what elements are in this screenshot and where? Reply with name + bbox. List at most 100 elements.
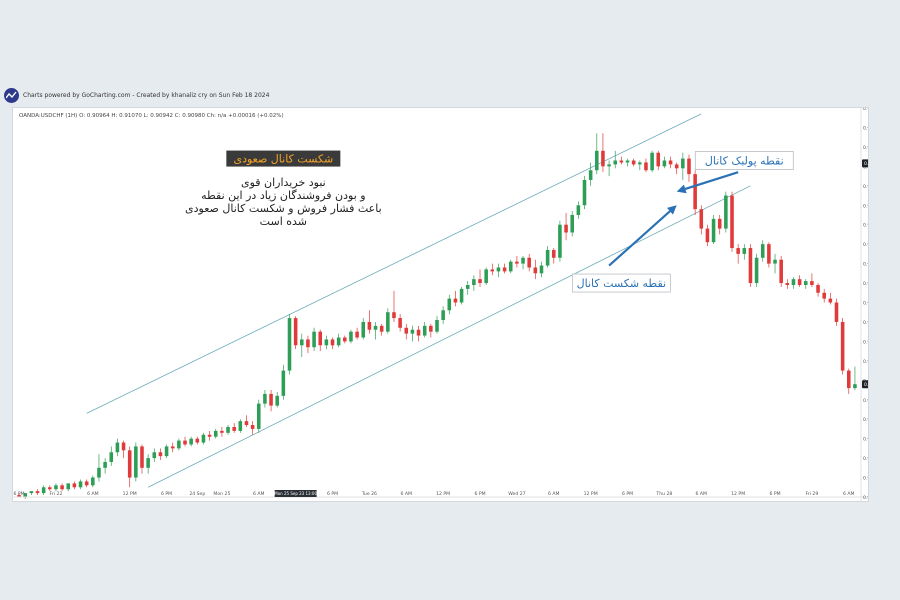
- candle-body: [343, 337, 347, 342]
- candle-body: [189, 438, 193, 445]
- candle-body: [803, 281, 808, 285]
- candle-body: [711, 218, 716, 243]
- candles-layer: [17, 133, 857, 499]
- candle: [207, 430, 212, 441]
- candle-body: [287, 318, 292, 371]
- candle-body: [207, 434, 212, 437]
- candle: [281, 364, 286, 400]
- candle: [244, 415, 249, 427]
- candle-body: [822, 292, 826, 299]
- candle: [650, 150, 654, 173]
- candle: [478, 269, 482, 287]
- y-tick-label: 0.90800: [863, 417, 868, 423]
- candle-body: [472, 279, 476, 285]
- candle: [803, 279, 808, 289]
- candle: [441, 306, 445, 324]
- candle: [275, 391, 279, 408]
- gocharting-logo-icon: [4, 87, 19, 103]
- candle: [779, 255, 783, 287]
- y-tick-label: 0.90500: [863, 476, 868, 482]
- candle-body: [484, 269, 488, 284]
- candle: [797, 275, 802, 287]
- candle-body: [238, 421, 243, 431]
- candle-body: [17, 495, 21, 497]
- candle: [472, 275, 476, 291]
- candle: [840, 318, 845, 375]
- candle: [213, 428, 218, 439]
- candle-body: [404, 327, 409, 334]
- candle: [355, 327, 359, 340]
- x-tick-label: 6 PM: [622, 491, 633, 497]
- candle-body: [736, 248, 740, 254]
- candle-body: [638, 162, 642, 165]
- candle: [373, 321, 378, 340]
- candle: [570, 211, 574, 237]
- candle-body: [760, 244, 765, 258]
- candle: [392, 290, 396, 322]
- candle: [834, 298, 839, 326]
- y-tick-label: 0.91900: [863, 203, 868, 209]
- candle-body: [127, 450, 132, 478]
- candle: [681, 152, 685, 180]
- pullback-arrow-head: [676, 184, 687, 194]
- candle: [170, 442, 175, 453]
- candle: [791, 277, 796, 289]
- candle: [558, 220, 562, 262]
- candle: [453, 290, 458, 307]
- chart-panel[interactable]: OANDA:USDCHF (1H) O: 0.90964 H: 0.91070 …: [12, 107, 869, 502]
- candle-body: [72, 483, 77, 488]
- candle-body: [300, 339, 304, 346]
- breakout-arrow-shaft: [608, 210, 671, 267]
- candle: [773, 253, 777, 274]
- candle: [422, 321, 427, 338]
- candle: [226, 425, 230, 435]
- candle: [687, 154, 691, 182]
- candlestick-chart[interactable]: OANDA:USDCHF (1H) O: 0.90964 H: 0.91070 …: [13, 108, 868, 501]
- y-tick-label: 0.91800: [863, 223, 868, 229]
- candle-body: [453, 298, 458, 303]
- y-tick-label: 0.90600: [863, 456, 868, 462]
- candle-body: [275, 395, 279, 406]
- x-tick-label: 6 PM: [474, 491, 485, 497]
- candle-body: [250, 425, 255, 429]
- candle: [459, 286, 464, 305]
- candle-body: [410, 329, 415, 334]
- y-tick-label: 0.91500: [863, 281, 868, 287]
- candle-body: [103, 461, 107, 468]
- candle-body: [78, 481, 83, 488]
- candle: [330, 337, 335, 350]
- candle: [588, 162, 593, 186]
- candle: [644, 158, 648, 173]
- candle: [312, 327, 316, 352]
- candle: [484, 267, 488, 285]
- candle: [23, 493, 28, 499]
- y-tick-label: 0.92000: [863, 184, 868, 190]
- candle-body: [853, 384, 857, 389]
- x-tick-label: 12 PM: [436, 491, 450, 497]
- candle: [293, 316, 298, 350]
- candle-body: [724, 195, 728, 229]
- candle-body: [508, 261, 513, 272]
- x-tick-label: 6 AM: [843, 491, 855, 497]
- candle-body: [595, 150, 599, 171]
- candle-body: [668, 160, 673, 165]
- candle: [595, 133, 599, 175]
- candle: [220, 426, 224, 437]
- channel-lines: [86, 113, 751, 488]
- candle-body: [791, 279, 796, 285]
- candle-body: [422, 325, 427, 336]
- candle-body: [582, 179, 587, 206]
- candle: [638, 160, 642, 171]
- candle: [60, 483, 64, 492]
- candle-body: [134, 446, 138, 478]
- candle: [785, 279, 790, 289]
- y-tick-label: 0.91200: [863, 339, 868, 345]
- candle-body: [355, 331, 359, 338]
- breakout-arrow-head: [666, 205, 677, 215]
- candle: [539, 261, 544, 278]
- candle-body: [23, 493, 28, 497]
- candle: [810, 273, 814, 287]
- candle-body: [256, 403, 261, 429]
- symbol-info-line: OANDA:USDCHF (1H) O: 0.90964 H: 0.91070 …: [19, 113, 284, 119]
- candle: [256, 399, 261, 433]
